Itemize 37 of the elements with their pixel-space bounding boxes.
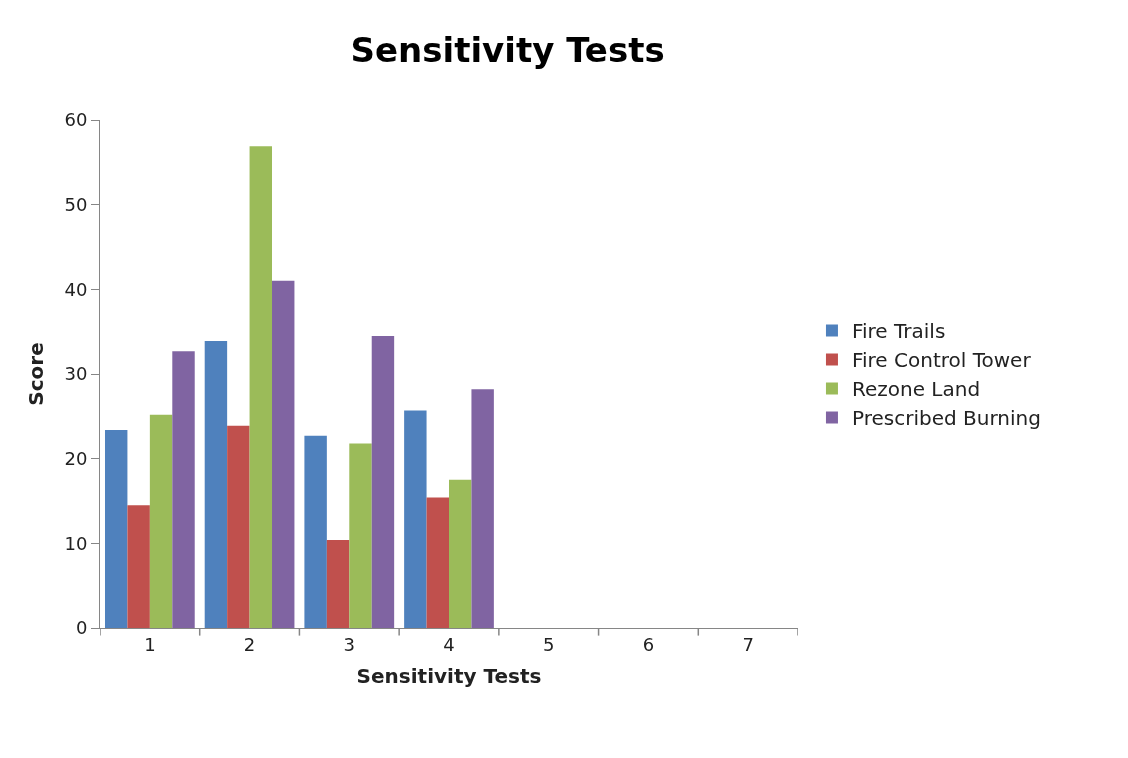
bar bbox=[304, 435, 327, 628]
bar bbox=[471, 389, 494, 628]
legend-label: Rezone Land bbox=[851, 377, 981, 402]
bar bbox=[404, 410, 427, 628]
bar bbox=[371, 335, 395, 628]
bar bbox=[149, 414, 173, 628]
bar bbox=[272, 280, 295, 628]
bar bbox=[449, 479, 472, 628]
x-tick-label: 5 bbox=[542, 633, 555, 655]
x-tick-label: 4 bbox=[443, 633, 455, 655]
x-axis-title: Sensitivity Tests bbox=[356, 664, 542, 689]
legend-label: Prescribed Burning bbox=[851, 406, 1041, 431]
x-tick-label: 2 bbox=[243, 633, 256, 655]
y-tick-label: 0 bbox=[75, 617, 88, 639]
bar bbox=[349, 443, 372, 628]
x-tick-label: 6 bbox=[642, 633, 655, 655]
x-tick-label: 7 bbox=[742, 633, 754, 655]
x-tick-label: 3 bbox=[343, 633, 356, 655]
y-tick-label: 50 bbox=[64, 193, 88, 215]
legend-label: Fire Trails bbox=[851, 319, 946, 344]
y-tick-label: 60 bbox=[64, 109, 88, 131]
y-tick-label: 30 bbox=[64, 363, 88, 385]
y-tick-label: 10 bbox=[64, 532, 88, 554]
y-axis-title: Score bbox=[23, 342, 48, 406]
legend-label: Fire Control Tower bbox=[851, 348, 1032, 373]
bar bbox=[172, 351, 195, 628]
bar bbox=[104, 429, 128, 628]
y-tick-label: 20 bbox=[64, 447, 88, 469]
bar bbox=[426, 497, 449, 628]
bar bbox=[326, 539, 350, 628]
bar bbox=[204, 340, 228, 628]
x-tick-label: 1 bbox=[144, 633, 156, 655]
bar bbox=[127, 505, 150, 628]
chart-title: Sensitivity Tests bbox=[350, 29, 665, 70]
bar bbox=[227, 425, 250, 628]
bar bbox=[249, 146, 273, 628]
y-tick-label: 40 bbox=[64, 278, 88, 300]
